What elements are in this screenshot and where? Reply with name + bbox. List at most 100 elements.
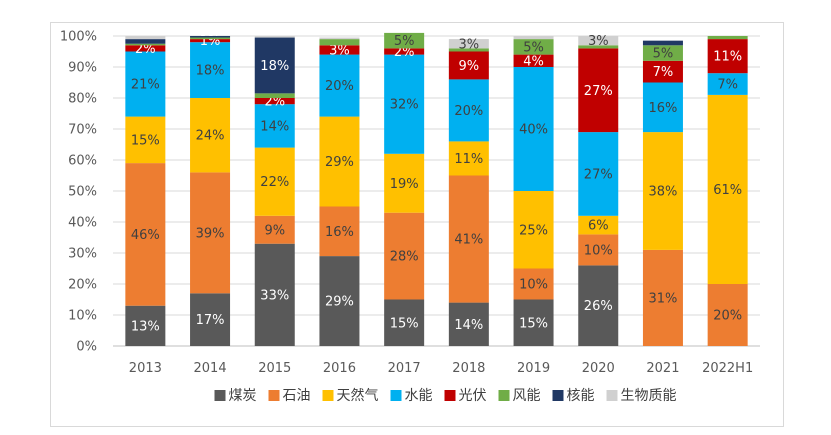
bar-segment [254,98,295,105]
data-label: 5% [523,40,544,55]
bar-segment [319,45,360,55]
bar-segment [578,36,619,46]
bar-segment [642,40,683,46]
legend-label: 煤炭 [229,388,257,404]
data-label: 10% [519,278,548,293]
data-label: 19% [390,177,419,192]
bar-segment [384,299,425,346]
bar-segment [190,98,231,173]
x-tick-label: 2016 [323,361,356,376]
y-tick-label: 30% [68,247,97,262]
bar-segment [125,163,166,306]
bar-segment [513,39,554,55]
data-label: 15% [131,133,160,148]
data-label: 20% [325,79,354,94]
legend-swatch [390,390,402,401]
data-label: 27% [584,84,613,99]
bar-segment [384,54,425,154]
legend-label: 天然气 [337,387,379,404]
bar-segment [578,48,619,133]
legend-swatch [322,390,334,401]
data-label: 39% [196,226,225,241]
legend-swatch [606,390,618,401]
bar-segment [125,39,166,44]
legend-label: 生物质能 [621,388,677,404]
data-label: 5% [653,47,674,62]
bar-segment [513,299,554,346]
bar-segment [707,284,748,346]
bar-segment [125,305,166,346]
bar-segment [384,212,425,300]
data-label: 7% [717,78,738,93]
data-label: 20% [713,309,742,324]
y-tick-label: 100% [60,30,97,45]
legend-label: 水能 [405,388,433,404]
legend-label: 核能 [567,388,595,404]
bar-segment [190,293,231,346]
data-label: 3% [459,37,480,52]
bar-segment [384,32,425,49]
data-label: 27% [584,167,613,182]
data-label: 28% [390,250,419,265]
data-label: 24% [196,129,225,144]
data-label: 2% [264,95,285,110]
data-label: 15% [519,316,548,331]
bar-segment [642,45,683,61]
data-label: 9% [459,59,480,74]
bar-segment [190,39,231,43]
y-axis: 0% 10% 20% 30% 40% 50% 60% 70% 80% 90% 100% [60,30,97,355]
data-label: 16% [648,101,677,116]
x-tick-label: 2014 [194,361,227,376]
legend-swatch [214,390,226,401]
x-tick-label: 2013 [129,361,162,376]
bar-segment [448,39,489,49]
bar-segment [384,48,425,55]
bar-segment [513,54,554,67]
x-tick-label: 2021 [646,361,679,376]
bar-segment [448,51,489,80]
data-label: 14% [454,318,483,333]
legend: 煤炭 石油 天然气 水能 光伏 风能 核能 生物质能 [214,387,677,404]
x-tick-label: 2017 [388,361,421,376]
data-label: 22% [260,175,289,190]
data-label: 32% [390,98,419,113]
bar-segment [513,268,554,300]
data-label: 18% [196,64,225,79]
legend-swatch [444,390,456,401]
bar-segment [642,60,683,83]
y-tick-label: 0% [76,340,97,355]
bar-segment [448,175,489,303]
data-label: 61% [713,183,742,198]
data-label: 29% [325,295,354,310]
bar-segment [254,243,295,346]
legend-swatch [268,390,280,401]
bar-segment [384,153,425,213]
data-label: 11% [454,152,483,167]
y-tick-label: 50% [68,185,97,200]
data-label: 2% [135,42,156,57]
bar-segment [125,36,166,40]
bar-segment [707,39,748,74]
x-tick-label: 2015 [258,361,291,376]
legend-label: 风能 [513,388,541,404]
data-label: 7% [653,65,674,80]
bar-segment [190,172,231,294]
bar-segment [513,191,554,269]
y-tick-label: 70% [68,123,97,138]
bar-segment [190,37,231,40]
bars: 13%46%15%21%2%17%39%24%18%1%33%9%22%14%2… [125,32,748,346]
bar-segment [254,37,295,94]
data-label: 38% [648,185,677,200]
bar-segment [707,36,748,40]
legend-swatch [552,390,564,401]
data-label: 3% [329,43,350,58]
x-tick-label: 2019 [517,361,550,376]
bar-segment [319,54,360,117]
data-label: 4% [523,54,544,69]
bar-segment [319,37,360,40]
bar-segment [513,67,554,191]
bar-segment [707,73,748,95]
bar-segment [642,249,683,346]
data-label: 13% [131,319,160,334]
legend-item: 煤炭 [214,388,257,404]
